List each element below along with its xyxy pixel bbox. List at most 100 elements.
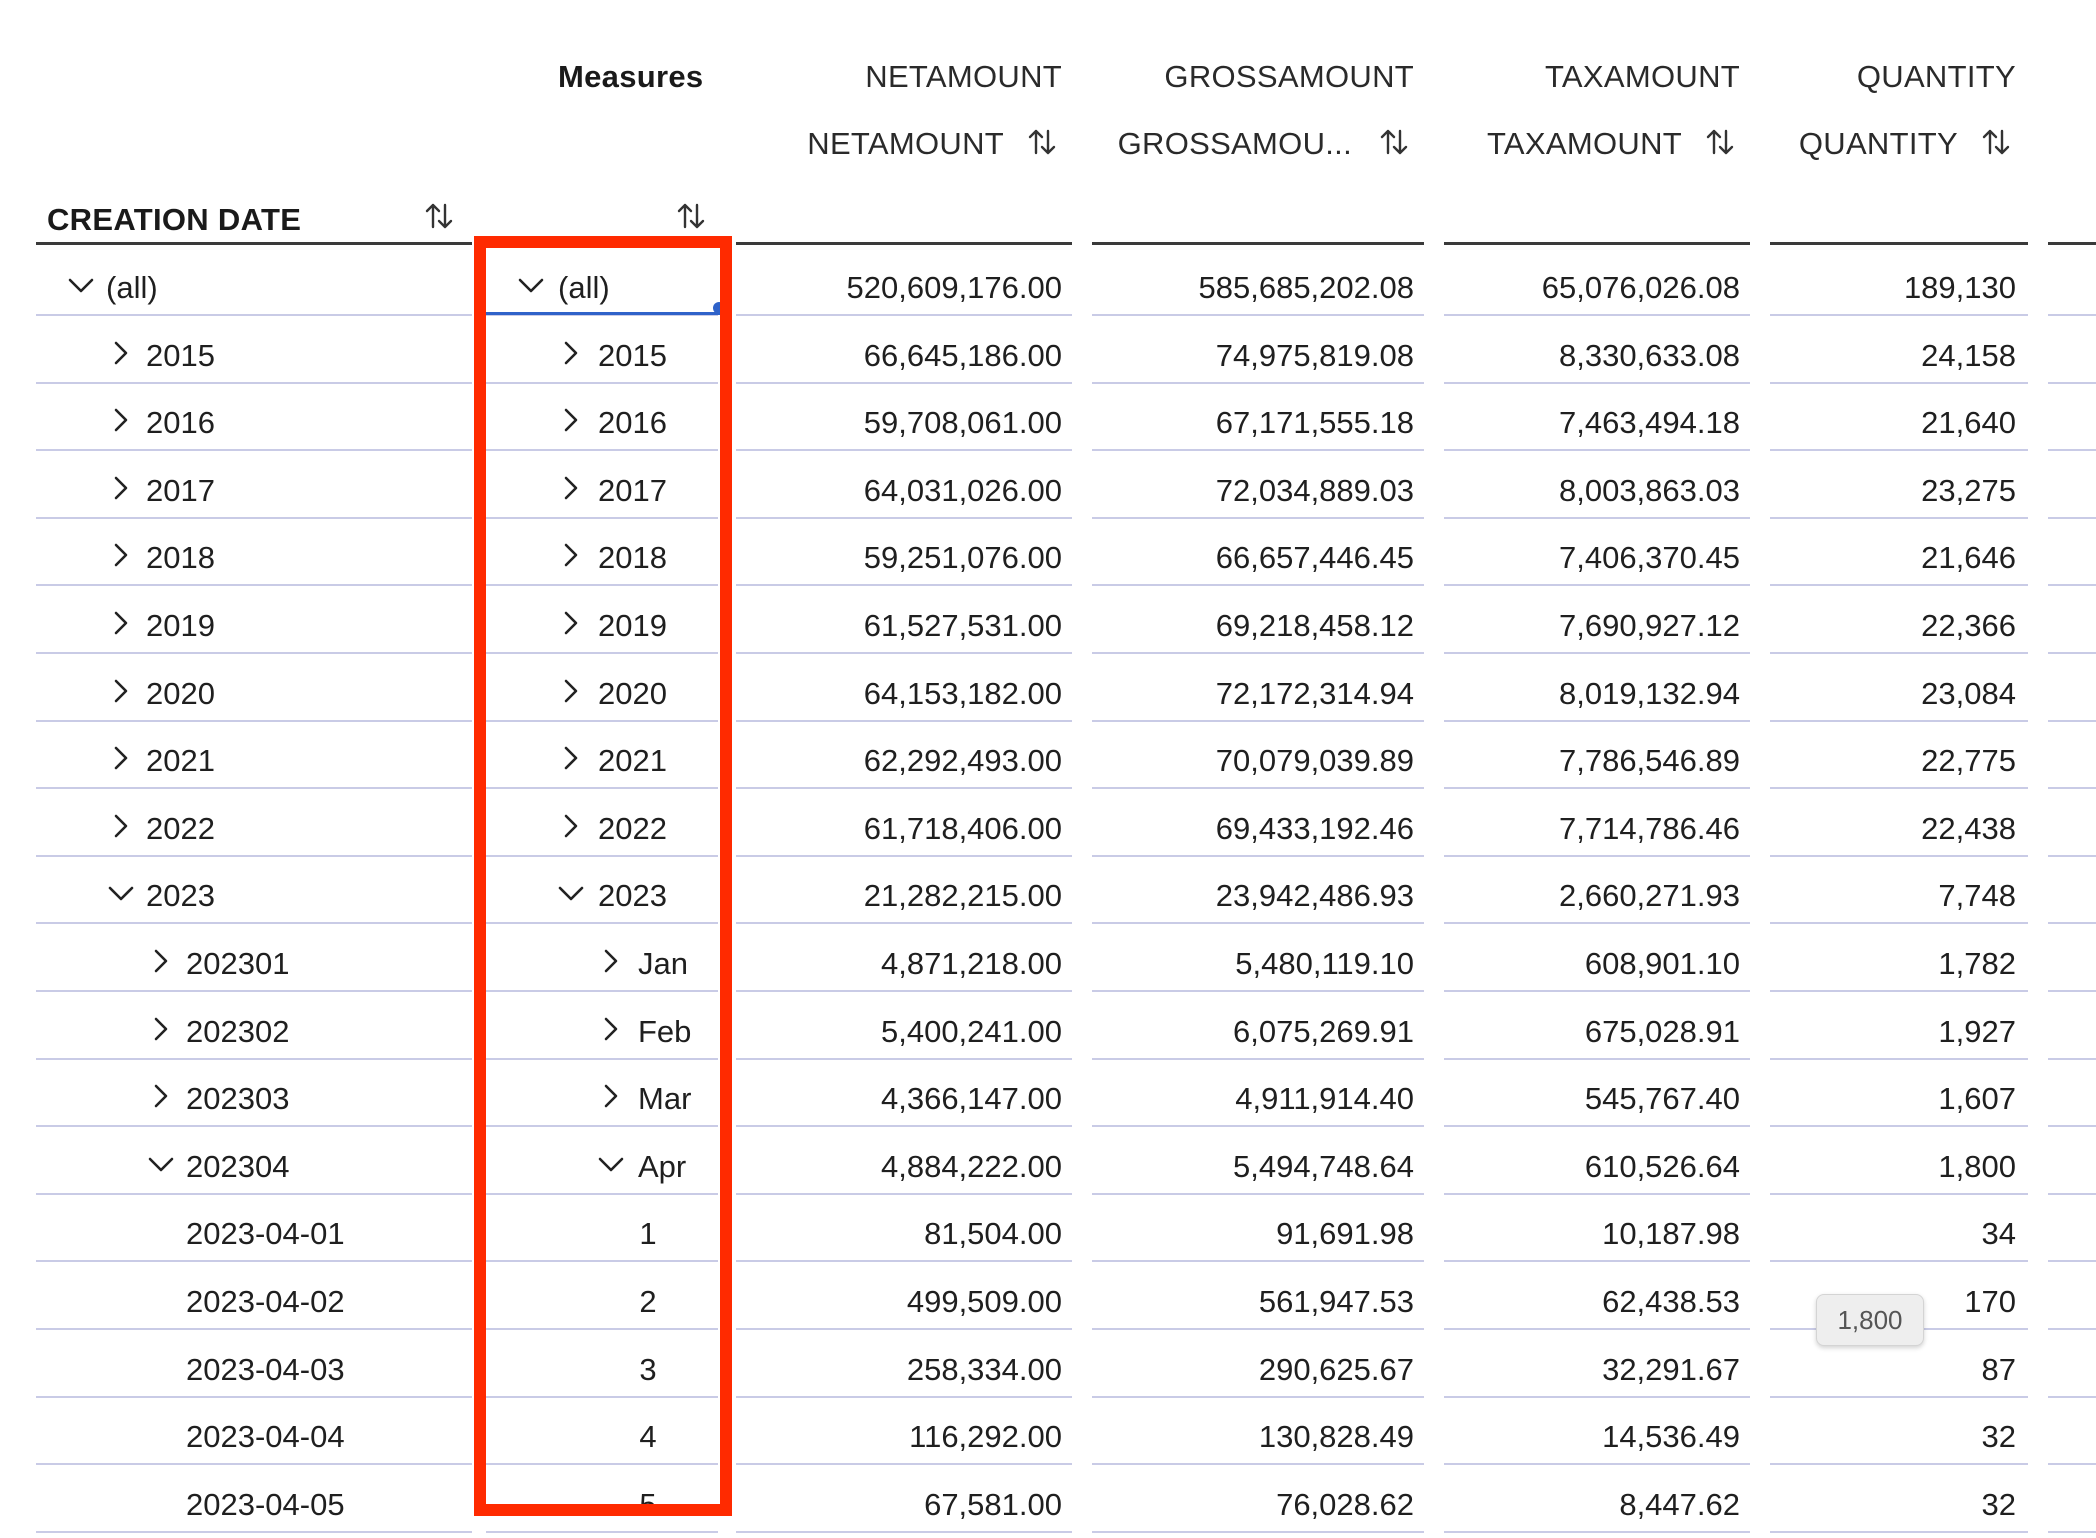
netamount-value-cell[interactable]: 59,708,061.00 [863,405,1062,441]
taxamount-value-cell[interactable]: 7,786,546.89 [1558,743,1740,779]
measures-member-cell[interactable]: (all) [558,270,610,305]
creation-date-cell[interactable]: 2023-04-01 [186,1216,345,1252]
netamount-value-cell[interactable]: 258,334.00 [906,1351,1062,1387]
netamount-value-cell[interactable]: 499,509.00 [906,1284,1062,1319]
measures-member-cell[interactable]: 2019 [598,608,667,643]
chevron-right-icon[interactable] [556,540,586,570]
creation-date-cell[interactable]: 2023-04-03 [186,1351,345,1387]
measures-member-cell[interactable]: 2018 [598,540,667,576]
creation-date-cell[interactable]: 2023-04-04 [186,1419,345,1455]
chevron-right-icon[interactable] [106,473,136,503]
creation-date-cell[interactable]: 202301 [186,946,290,981]
quantity-value-cell[interactable]: 1,782 [1938,946,2016,981]
chevron-right-icon[interactable] [106,338,136,368]
sort-icon-netamount[interactable] [1025,125,1059,159]
chevron-right-icon[interactable] [106,405,136,435]
chevron-right-icon[interactable] [106,743,136,773]
chevron-down-icon[interactable] [556,878,586,908]
measures-member-cell[interactable]: 2021 [598,743,667,779]
grossamount-value-cell[interactable]: 74,975,819.08 [1215,337,1414,373]
quantity-value-cell[interactable]: 34 [1981,1216,2016,1252]
creation-date-cell[interactable]: 2021 [146,743,215,779]
chevron-right-icon[interactable] [596,946,626,976]
chevron-right-icon[interactable] [146,1014,176,1044]
netamount-value-cell[interactable]: 61,718,406.00 [863,810,1062,846]
netamount-value-cell[interactable]: 81,504.00 [924,1216,1062,1252]
netamount-value-cell[interactable]: 61,527,531.00 [863,608,1062,643]
creation-date-cell[interactable]: 2015 [146,337,215,373]
creation-date-cell[interactable]: 202304 [186,1148,290,1184]
chevron-right-icon[interactable] [146,946,176,976]
grossamount-value-cell[interactable]: 72,172,314.94 [1215,675,1414,711]
chevron-right-icon[interactable] [556,743,586,773]
quantity-value-cell[interactable]: 189,130 [1903,270,2016,305]
taxamount-value-cell[interactable]: 8,330,633.08 [1558,337,1740,373]
measures-member-cell[interactable]: 4 [639,1419,657,1455]
grossamount-value-cell[interactable]: 91,691.98 [1276,1216,1414,1252]
chevron-right-icon[interactable] [556,405,586,435]
chevron-down-icon[interactable] [146,1149,176,1179]
quantity-value-cell[interactable]: 7,748 [1938,878,2016,914]
chevron-down-icon[interactable] [596,1149,626,1179]
taxamount-value-cell[interactable]: 8,003,863.03 [1558,472,1740,508]
netamount-value-cell[interactable]: 116,292.00 [909,1419,1062,1455]
chevron-right-icon[interactable] [556,473,586,503]
chevron-right-icon[interactable] [106,676,136,706]
taxamount-value-cell[interactable]: 7,714,786.46 [1558,810,1740,846]
measures-member-cell[interactable]: 2 [639,1284,657,1319]
quantity-value-cell[interactable]: 23,275 [1921,472,2016,508]
measures-member-cell[interactable]: 3 [639,1351,657,1387]
netamount-value-cell[interactable]: 520,609,176.00 [846,270,1063,305]
grossamount-value-cell[interactable]: 561,947.53 [1258,1284,1414,1319]
grossamount-value-cell[interactable]: 66,657,446.45 [1215,540,1414,576]
grossamount-value-cell[interactable]: 5,480,119.10 [1235,946,1414,981]
sort-icon-creation-date[interactable] [422,199,456,233]
quantity-value-cell[interactable]: 24,158 [1921,337,2016,373]
quantity-value-cell[interactable]: 1,927 [1938,1013,2016,1049]
measures-member-cell[interactable]: 2022 [598,810,667,846]
grossamount-value-cell[interactable]: 5,494,748.64 [1232,1148,1414,1184]
quantity-value-cell[interactable]: 21,646 [1921,540,2016,576]
chevron-right-icon[interactable] [106,540,136,570]
creation-date-cell[interactable]: 2023 [146,878,215,914]
creation-date-cell[interactable]: 2017 [146,472,215,508]
quantity-value-cell[interactable]: 1,607 [1938,1081,2016,1117]
creation-date-cell[interactable]: 2022 [146,810,215,846]
taxamount-value-cell[interactable]: 675,028.91 [1584,1013,1740,1049]
measures-member-cell[interactable]: Jan [638,946,688,981]
sort-icon-quantity[interactable] [1979,125,2013,159]
chevron-right-icon[interactable] [556,676,586,706]
grossamount-value-cell[interactable]: 6,075,269.91 [1232,1013,1414,1049]
measures-member-cell[interactable]: 5 [639,1486,657,1522]
measures-member-cell[interactable]: Apr [638,1148,687,1184]
quantity-value-cell[interactable]: 22,366 [1921,608,2016,643]
taxamount-value-cell[interactable]: 545,767.40 [1584,1081,1740,1117]
creation-date-cell[interactable]: 202303 [186,1081,290,1117]
creation-date-cell[interactable]: 2016 [146,405,215,441]
chevron-right-icon[interactable] [556,811,586,841]
sort-icon-grossamount[interactable] [1377,125,1411,159]
grossamount-value-cell[interactable]: 72,034,889.03 [1215,472,1414,508]
quantity-value-cell[interactable]: 170 [1964,1284,2016,1319]
grossamount-value-cell[interactable]: 76,028.62 [1276,1486,1414,1522]
measures-member-cell[interactable]: Mar [638,1081,692,1117]
quantity-value-cell[interactable]: 22,775 [1921,743,2016,779]
measures-member-cell[interactable]: 2015 [598,337,667,373]
creation-date-cell[interactable]: 2023-04-02 [186,1284,345,1319]
netamount-value-cell[interactable]: 62,292,493.00 [863,743,1062,779]
quantity-value-cell[interactable]: 87 [1981,1351,2016,1387]
quantity-value-cell[interactable]: 1,800 [1938,1148,2016,1184]
grossamount-value-cell[interactable]: 23,942,486.93 [1215,878,1414,914]
netamount-value-cell[interactable]: 59,251,076.00 [863,540,1062,576]
quantity-value-cell[interactable]: 32 [1981,1486,2016,1522]
creation-date-cell[interactable]: (all) [106,270,158,305]
creation-date-cell[interactable]: 2018 [146,540,215,576]
netamount-value-cell[interactable]: 5,400,241.00 [880,1013,1062,1049]
grossamount-value-cell[interactable]: 70,079,039.89 [1215,743,1414,779]
grossamount-value-cell[interactable]: 585,685,202.08 [1198,270,1415,305]
sort-icon-measures[interactable] [674,199,708,233]
chevron-down-icon[interactable] [106,878,136,908]
netamount-value-cell[interactable]: 4,884,222.00 [880,1148,1062,1184]
cell-focus-handle[interactable] [713,302,725,314]
measures-member-cell[interactable]: Feb [638,1013,692,1049]
